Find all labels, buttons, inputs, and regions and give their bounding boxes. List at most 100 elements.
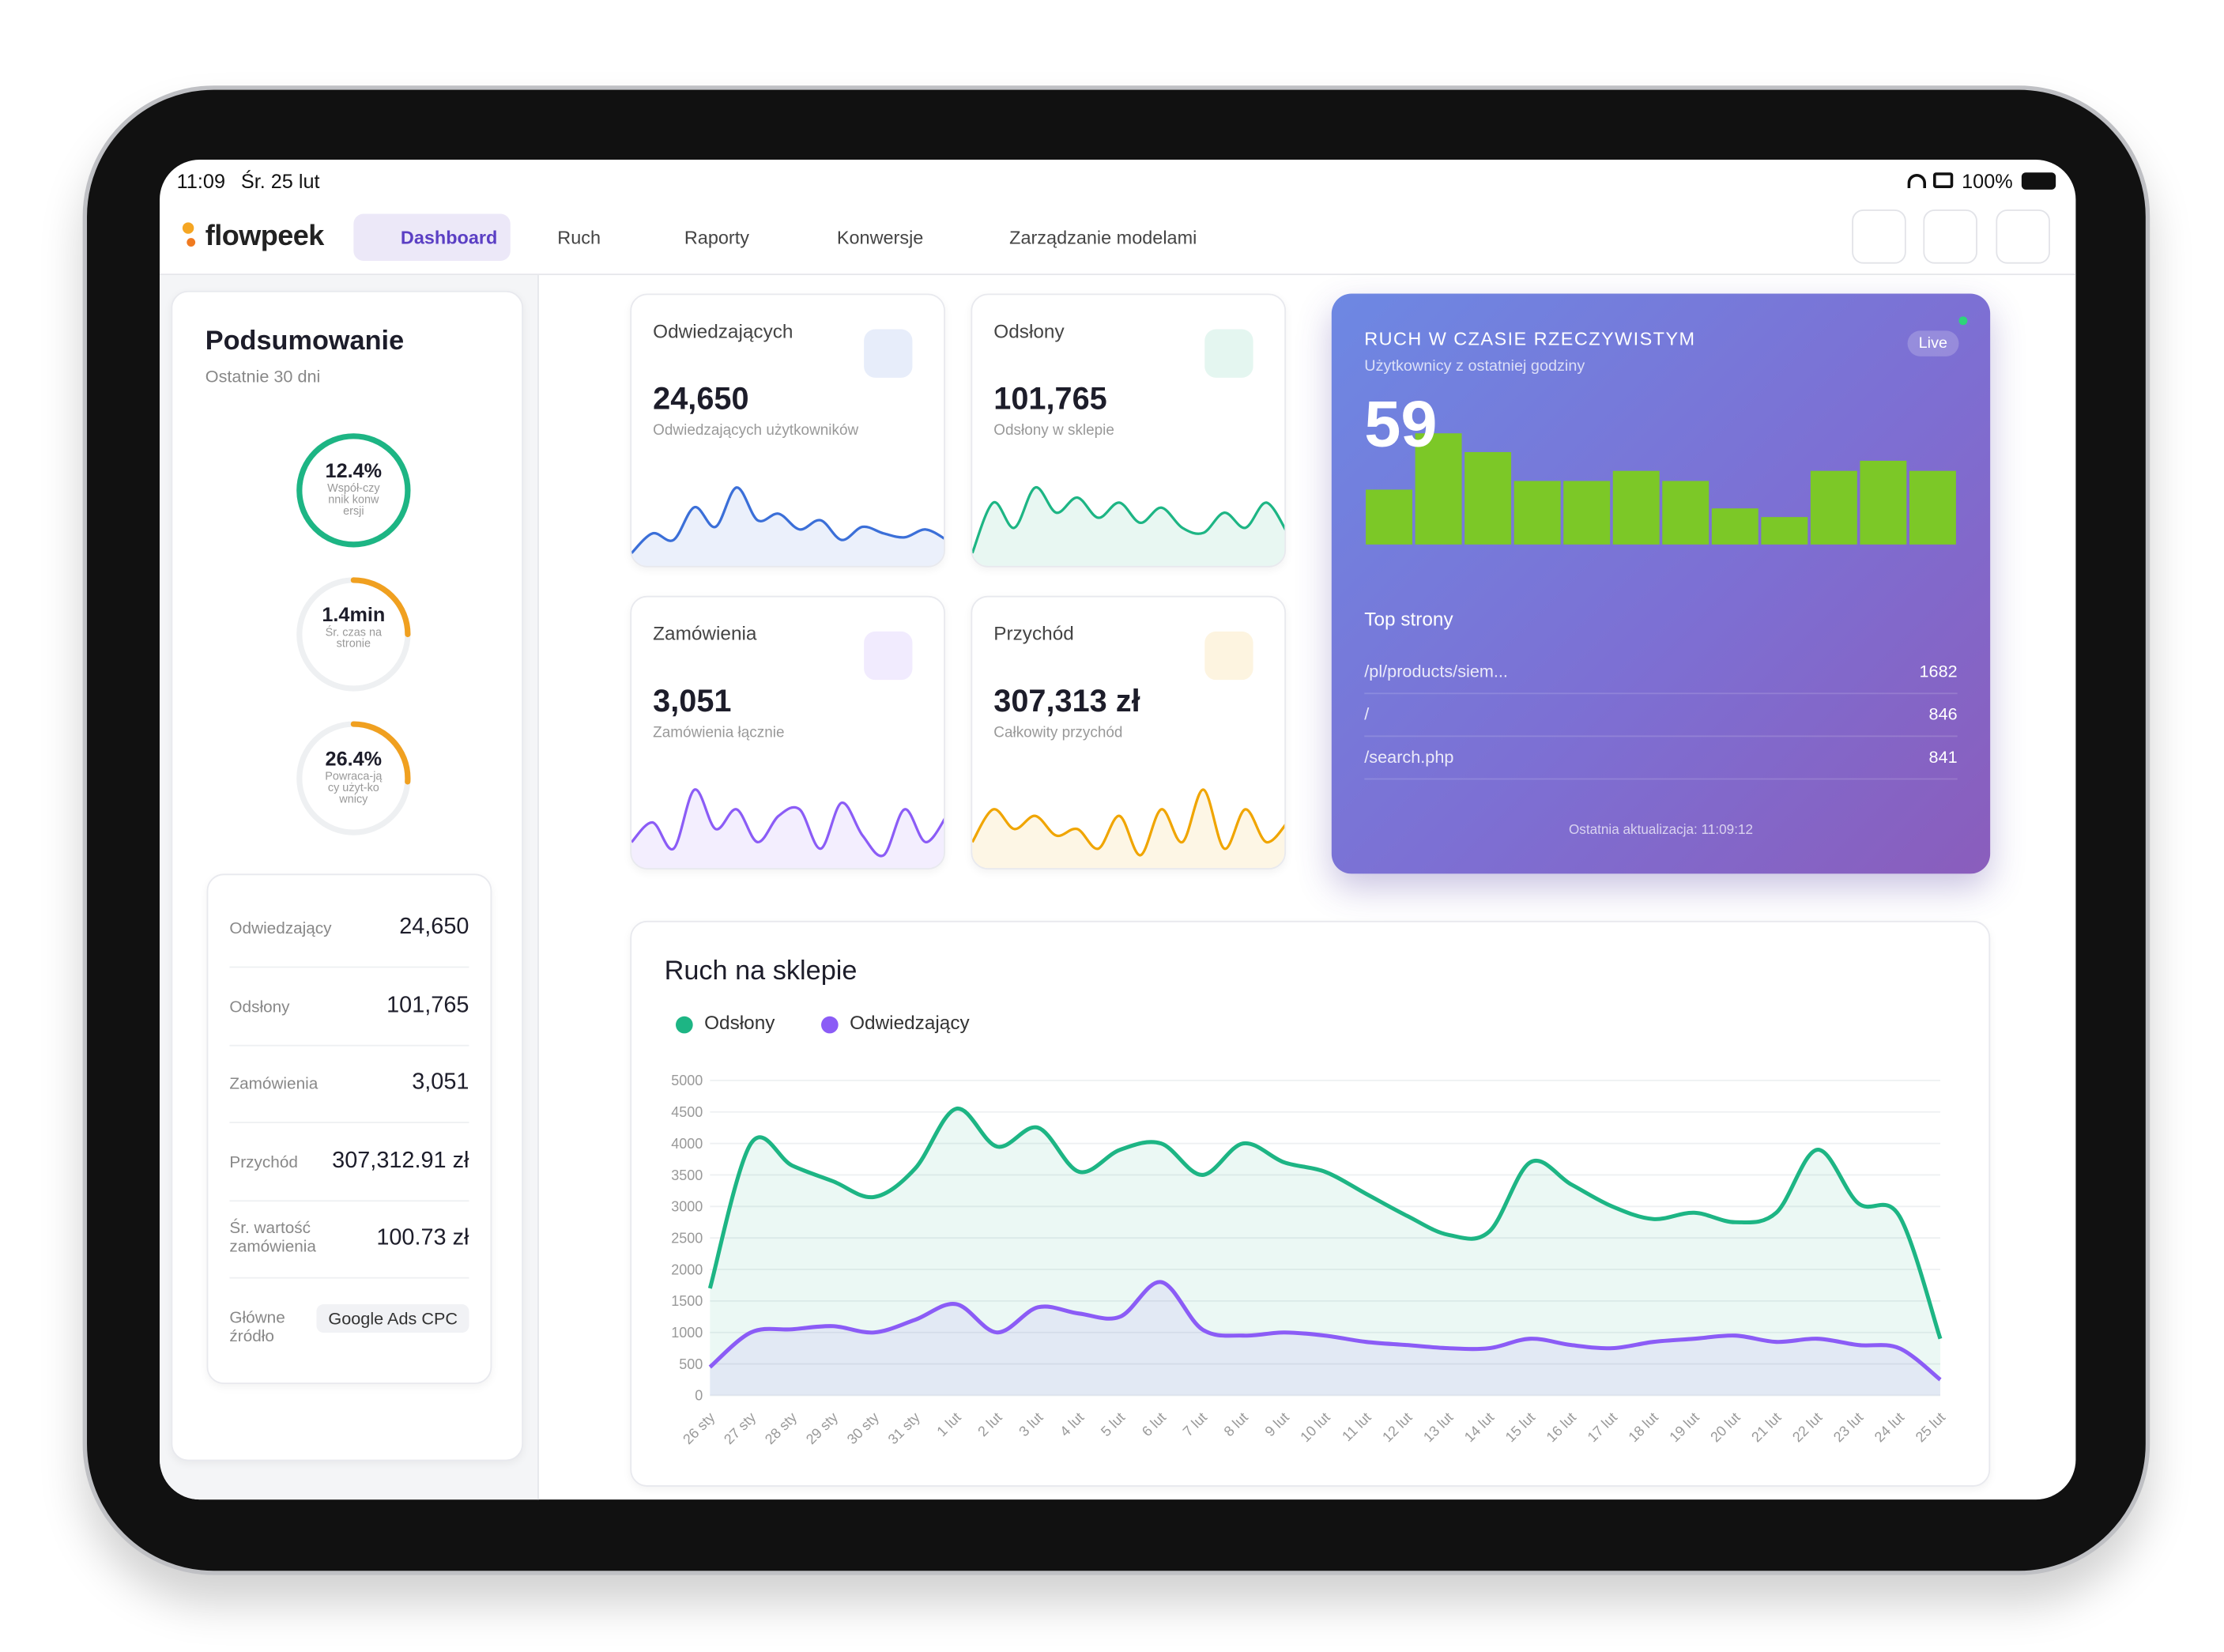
nav-active-bg — [353, 213, 511, 262]
x-tick-label: 24 lut — [1872, 1409, 1907, 1445]
top-pages-title: Top strony — [1364, 609, 1453, 631]
nav-item[interactable]: Zarządzanie modelami — [1009, 226, 1197, 248]
kpi-caption: Odsłony w sklepie — [993, 421, 1114, 439]
nav-item[interactable]: Ruch — [557, 226, 601, 248]
y-tick-label: 2000 — [671, 1262, 703, 1277]
y-tick-label: 4000 — [671, 1136, 703, 1152]
chart-title: Ruch na sklepie — [664, 956, 858, 986]
x-tick-label: 21 lut — [1748, 1409, 1784, 1445]
chart-svg — [1366, 433, 1956, 545]
x-tick-label: 4 lut — [1057, 1409, 1087, 1439]
kpi-icon — [1204, 329, 1253, 378]
logo[interactable]: flowpeek — [205, 221, 325, 253]
x-tick-label: 17 lut — [1585, 1409, 1620, 1445]
row-divider — [229, 1277, 469, 1279]
refresh-button[interactable] — [1852, 209, 1906, 264]
realtime-bar — [1662, 481, 1709, 545]
chart-svg: 0 500 1000 1500 2000 2500 3000 3500 4000 4500 5000… — [671, 1073, 1948, 1447]
kpi-card[interactable]: Zamówienia 3,051 Zamówienia łącznie — [630, 595, 945, 870]
row-divider — [229, 1122, 469, 1124]
x-tick-label: 29 sty — [803, 1409, 841, 1447]
legend-label[interactable]: Odwiedzający — [850, 1012, 970, 1034]
chart-card: Ruch na sklepie Odsłony Odwiedzający 0 500 10… — [630, 920, 1991, 1487]
x-tick-label: 15 lut — [1502, 1409, 1538, 1445]
y-tick-label: 4500 — [671, 1104, 703, 1120]
realtime-bar — [1761, 517, 1808, 545]
kpi-value: 3,051 — [653, 682, 732, 719]
row-value: 100.73 zł — [376, 1225, 469, 1250]
realtime-card: RUCH W CZASIE RZECZYWISTYM Użytkownicy z … — [1331, 293, 1991, 874]
chart-svg — [972, 788, 1285, 869]
x-tick-label: 1 lut — [933, 1409, 963, 1439]
row-value: 307,312.91 zł — [332, 1148, 469, 1173]
realtime-subtitle: Użytkownicy z ostatniej godziny — [1364, 357, 1585, 375]
series-area — [710, 1281, 1941, 1396]
row-divider — [1364, 778, 1958, 780]
kpi-value: 307,313 zł — [993, 682, 1140, 719]
row-value: 24,650 — [399, 915, 469, 940]
realtime-bar — [1464, 451, 1512, 545]
status-date: Śr. 25 lut — [240, 169, 320, 193]
kpi-card[interactable]: Przychód 307,313 zł Całkowity przychód — [971, 595, 1287, 870]
x-tick-label: 9 lut — [1262, 1409, 1292, 1439]
y-tick-label: 2500 — [671, 1230, 703, 1246]
series-line — [707, 1107, 1943, 1340]
row-divider — [229, 1043, 469, 1046]
x-tick-label: 19 lut — [1666, 1409, 1702, 1445]
x-tick-label: 5 lut — [1098, 1409, 1128, 1439]
ring-label: Powraca-jący użyt-kownicy — [325, 769, 383, 805]
row-label: Przychód — [229, 1153, 298, 1171]
nav-item[interactable]: Dashboard — [400, 226, 498, 248]
kpi-caption: Odwiedzających użytkowników — [653, 421, 859, 439]
row-label: Główne źródło — [229, 1309, 285, 1345]
ring-progress — [296, 433, 411, 548]
sparkline — [972, 486, 1285, 554]
x-tick-label: 22 lut — [1789, 1409, 1825, 1445]
kpi-icon — [1204, 631, 1253, 681]
kpi-card[interactable]: Odsłony 101,765 Odsłony w sklepie — [971, 293, 1287, 568]
ring-progress — [296, 577, 411, 692]
x-tick-label: 18 lut — [1626, 1409, 1661, 1445]
chart-svg — [631, 788, 944, 869]
kpi-title: Odwiedzających — [653, 320, 793, 342]
kpi-card[interactable]: Odwiedzających 24,650 Odwiedzających użytk… — [630, 293, 945, 568]
battery-text: 100% — [1962, 169, 2013, 193]
top-page-views: 846 — [1928, 703, 1958, 725]
kpi-icon — [864, 631, 913, 681]
nav-item[interactable]: Raporty — [684, 226, 749, 248]
screen: 11:09 Śr. 25 lut 100% flowpeek Dashboard… — [160, 159, 2076, 1500]
chart-svg — [296, 433, 411, 548]
ring-label: Śr. czas na stronie — [325, 625, 383, 651]
logo-dot — [187, 238, 196, 247]
sparkline-area — [972, 790, 1285, 869]
settings-button[interactable] — [1923, 209, 1977, 264]
summary-card: Podsumowanie Ostatnie 30 dni Odwiedzając… — [171, 290, 524, 1462]
sparkline-area — [631, 487, 944, 566]
x-tick-label: 23 lut — [1830, 1409, 1866, 1445]
screen-icon — [1933, 172, 1954, 189]
x-tick-label: 30 sty — [844, 1409, 882, 1447]
row-label: Odwiedzający — [229, 920, 332, 938]
updated: Ostatnia aktualizacja: 11:09:12 — [1568, 822, 1754, 839]
logout-button[interactable] — [1996, 209, 2050, 264]
chart-svg — [296, 577, 411, 692]
kpi-caption: Zamówienia łącznie — [653, 724, 785, 741]
row-divider — [1364, 692, 1958, 695]
y-tick-label: 3500 — [671, 1167, 703, 1183]
top-page-views: 841 — [1928, 746, 1958, 768]
kpi-caption: Całkowity przychód — [993, 724, 1123, 741]
x-tick-label: 3 lut — [1016, 1409, 1046, 1439]
kpi-title: Odsłony — [993, 320, 1065, 342]
row-label: Odsłony — [229, 998, 290, 1016]
legend-label[interactable]: Odsłony — [704, 1012, 775, 1034]
kpi-value: 101,765 — [993, 380, 1107, 417]
series-line — [708, 1280, 1942, 1382]
summary-table: Odwiedzający 24,650 Odsłony 101,765 Zamówien… — [206, 873, 492, 1385]
y-tick-label: 1000 — [671, 1325, 703, 1341]
x-tick-label: 11 lut — [1339, 1409, 1374, 1444]
kpi-icon — [864, 329, 913, 378]
nav-item[interactable]: Konwersje — [836, 226, 924, 248]
x-tick-label: 10 lut — [1297, 1409, 1333, 1445]
